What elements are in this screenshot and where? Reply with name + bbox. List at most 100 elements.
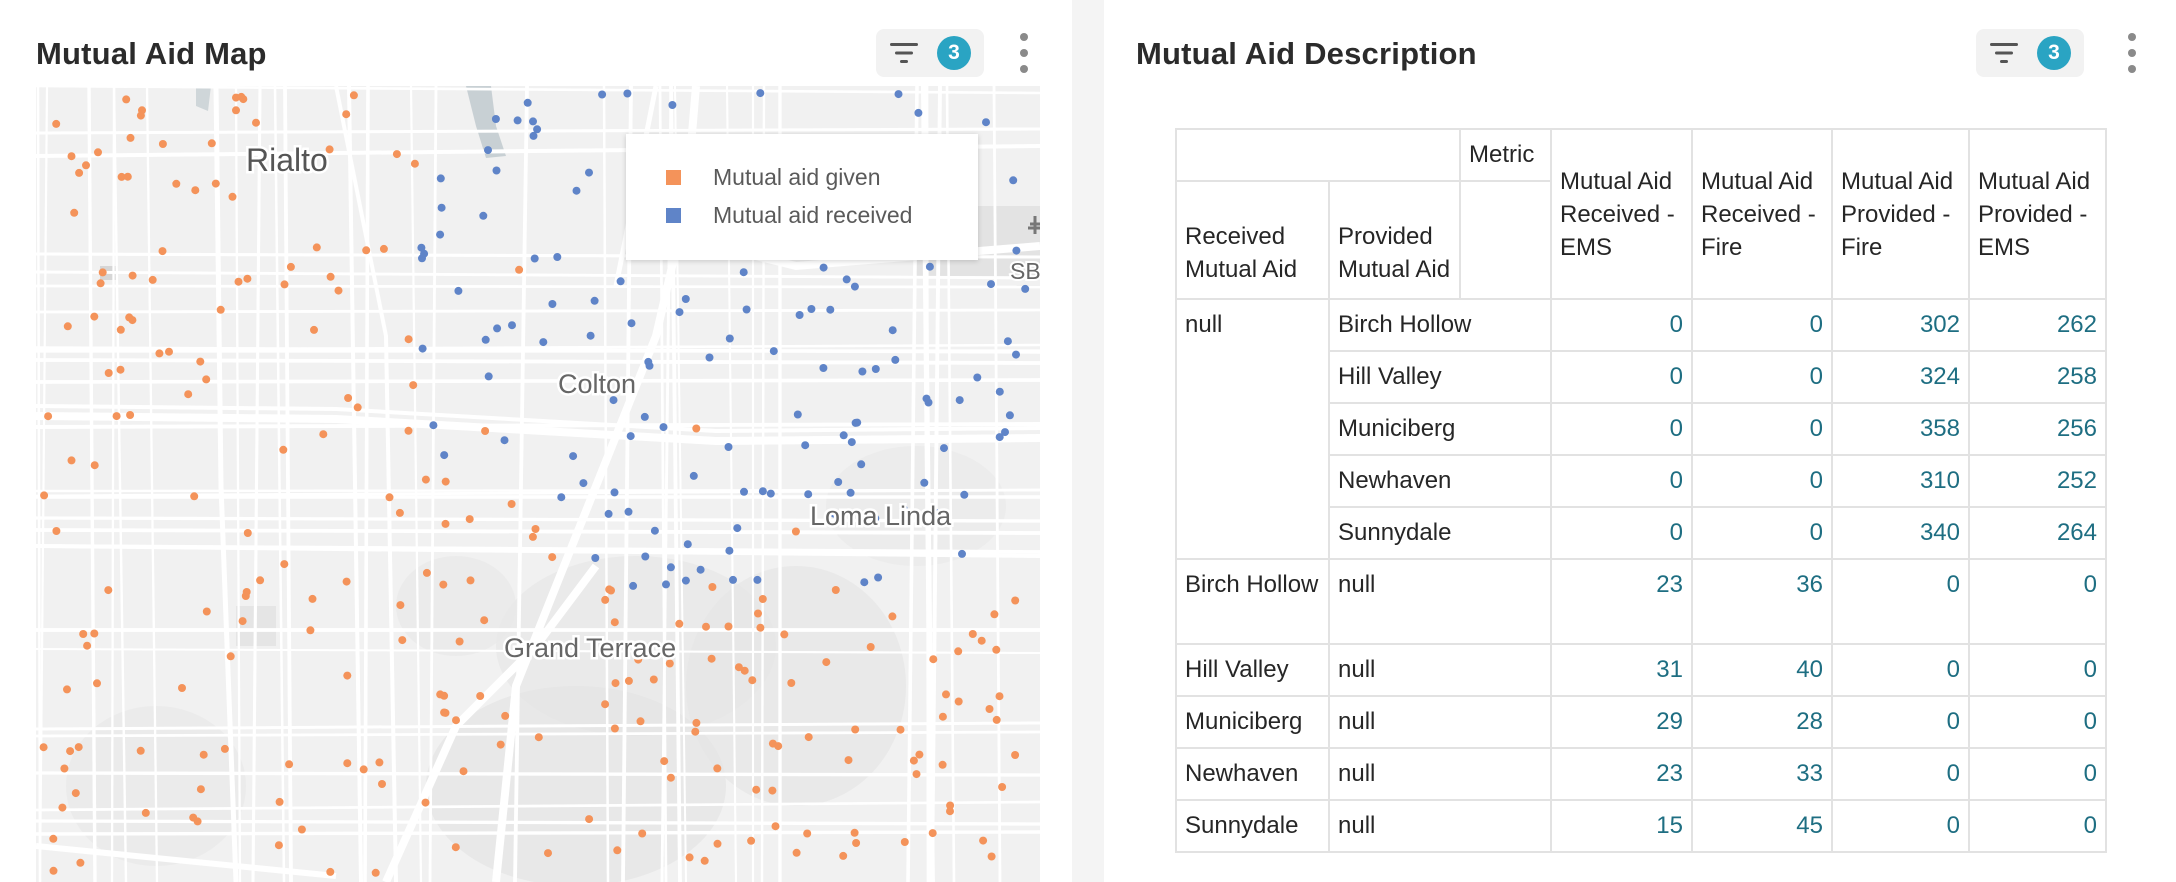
given-point	[252, 118, 260, 127]
given-point	[90, 461, 99, 470]
given-point	[234, 277, 243, 286]
airport-icon	[1028, 216, 1040, 234]
col-header-provided-ems[interactable]: Mutual Aid Provided - EMS	[1968, 128, 2107, 300]
given-point	[117, 172, 126, 181]
given-point	[611, 679, 620, 688]
given-point	[900, 838, 909, 846]
value-cell: 0	[1691, 350, 1833, 404]
given-point	[439, 580, 448, 589]
given-point	[831, 586, 840, 594]
row-header-provided[interactable]: Provided Mutual Aid	[1328, 180, 1461, 300]
received-point	[888, 326, 897, 335]
given-point	[98, 268, 107, 277]
street-line	[36, 378, 1040, 384]
given-point	[128, 316, 137, 325]
received-point	[894, 90, 903, 99]
col-header-received-fire[interactable]: Mutual Aid Received - Fire	[1691, 128, 1833, 300]
given-point	[844, 756, 853, 765]
received-point	[417, 243, 426, 252]
received-point	[847, 438, 856, 447]
row-header-received[interactable]: Received Mutual Aid	[1175, 180, 1330, 300]
received-point	[640, 412, 649, 421]
given-point	[67, 152, 76, 161]
given-point	[104, 369, 113, 377]
filter-icon	[890, 43, 918, 63]
received-point	[914, 108, 923, 117]
given-point	[256, 576, 265, 585]
value-cell: 0	[1831, 799, 1970, 853]
given-point	[67, 456, 76, 465]
value-cell: 0	[1691, 402, 1833, 456]
value-cell: 252	[1968, 454, 2107, 508]
received-point	[1003, 337, 1012, 346]
given-point	[243, 529, 252, 537]
street-line	[428, 86, 438, 882]
map-filter-button[interactable]: 3	[876, 29, 984, 77]
given-point	[404, 335, 413, 344]
given-point	[465, 515, 474, 524]
received-cell: Municiberg	[1175, 695, 1330, 749]
description-filter-button[interactable]: 3	[1976, 29, 2084, 77]
given-point	[362, 246, 371, 255]
given-point	[184, 390, 193, 399]
received-point	[1009, 176, 1018, 185]
given-point	[39, 743, 48, 752]
received-point	[436, 230, 445, 239]
street-line	[36, 721, 1040, 731]
col-header-provided-fire[interactable]: Mutual Aid Provided - Fire	[1831, 128, 1970, 300]
given-point	[70, 208, 79, 217]
received-point	[591, 554, 600, 562]
given-point	[708, 583, 717, 591]
given-point	[507, 500, 516, 508]
value-cell: 340	[1831, 506, 1970, 560]
street-line	[38, 86, 49, 882]
given-point	[280, 280, 289, 289]
received-point	[871, 365, 880, 373]
given-point	[771, 822, 780, 831]
given-point	[496, 740, 505, 749]
given-point	[692, 424, 701, 433]
legend-label-given: Mutual aid given	[713, 163, 881, 190]
description-more-options-icon[interactable]	[2122, 33, 2142, 73]
street-line	[992, 86, 1002, 882]
received-point	[793, 410, 802, 419]
given-point	[946, 801, 955, 810]
given-point	[52, 119, 61, 128]
given-point	[395, 508, 404, 517]
value-cell: 0	[1968, 747, 2107, 801]
given-point	[968, 630, 977, 638]
received-point	[995, 433, 1004, 442]
map-more-options-icon[interactable]	[1014, 33, 1034, 73]
map-canvas[interactable]: Rialto Colton Loma Linda Grand Terrace S…	[36, 86, 1040, 882]
received-point	[995, 387, 1004, 396]
given-point	[216, 305, 225, 314]
given-point	[238, 617, 247, 626]
given-point	[660, 757, 669, 766]
received-point	[858, 367, 867, 376]
given-point	[451, 843, 460, 852]
given-point	[515, 265, 524, 274]
received-point	[627, 319, 636, 328]
received-point	[819, 263, 828, 272]
given-point	[601, 595, 610, 604]
square-swatch-icon	[666, 169, 681, 185]
given-point	[787, 679, 796, 687]
received-point	[681, 295, 690, 303]
given-point	[207, 139, 216, 148]
col-header-received-ems[interactable]: Mutual Aid Received - EMS	[1550, 128, 1693, 300]
received-point	[484, 372, 493, 381]
received-point	[766, 489, 775, 498]
given-point	[211, 179, 220, 188]
given-point	[128, 271, 137, 280]
given-point	[371, 868, 380, 877]
received-point	[662, 580, 670, 589]
empty-header-cell	[1175, 128, 1461, 182]
received-point	[548, 300, 557, 308]
given-point	[979, 836, 988, 845]
received-point	[795, 311, 804, 319]
received-point	[725, 546, 734, 555]
received-point	[666, 563, 675, 572]
given-point	[422, 568, 431, 577]
given-point	[724, 622, 733, 631]
street-line	[87, 86, 97, 882]
